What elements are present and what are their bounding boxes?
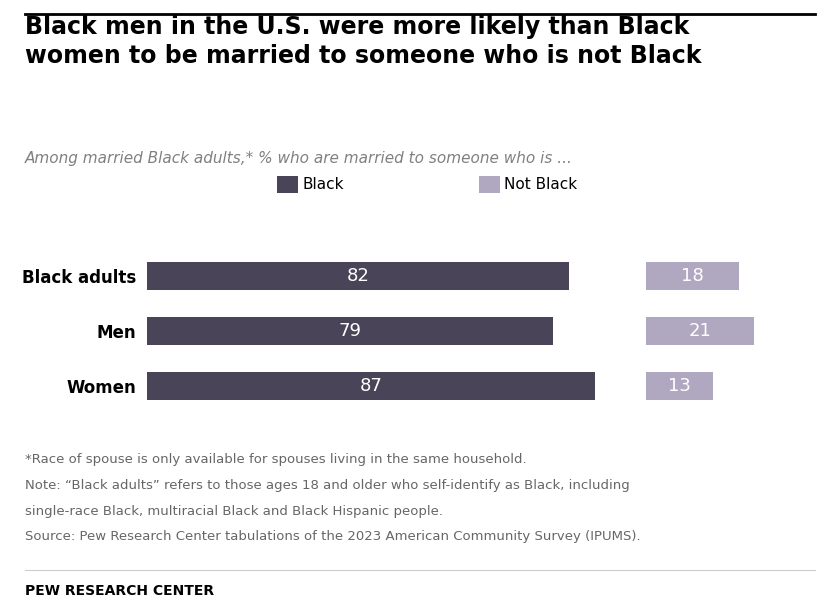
Bar: [147, 317, 554, 346]
Text: *Race of spouse is only available for spouses living in the same household.: *Race of spouse is only available for sp…: [25, 453, 527, 466]
Text: Not Black: Not Black: [504, 177, 577, 192]
Text: Note: “Black adults” refers to those ages 18 and older who self-identify as Blac: Note: “Black adults” refers to those age…: [25, 479, 630, 492]
Bar: [646, 317, 754, 346]
Text: Among married Black adults,* % who are married to someone who is ...: Among married Black adults,* % who are m…: [25, 151, 573, 166]
Text: Source: Pew Research Center tabulations of the 2023 American Community Survey (I: Source: Pew Research Center tabulations …: [25, 530, 641, 543]
Text: 18: 18: [681, 267, 704, 285]
Text: Black: Black: [302, 177, 344, 192]
Bar: [646, 262, 738, 290]
Text: 21: 21: [689, 322, 711, 340]
Text: 13: 13: [668, 377, 691, 395]
Bar: [147, 262, 569, 290]
Text: PEW RESEARCH CENTER: PEW RESEARCH CENTER: [25, 583, 214, 598]
Text: single-race Black, multiracial Black and Black Hispanic people.: single-race Black, multiracial Black and…: [25, 505, 444, 517]
Bar: [147, 372, 595, 400]
Text: 79: 79: [339, 322, 362, 340]
Text: Black men in the U.S. were more likely than Black
women to be married to someone: Black men in the U.S. were more likely t…: [25, 15, 701, 68]
Text: 87: 87: [360, 377, 382, 395]
Bar: [646, 372, 713, 400]
Text: 82: 82: [347, 267, 370, 285]
